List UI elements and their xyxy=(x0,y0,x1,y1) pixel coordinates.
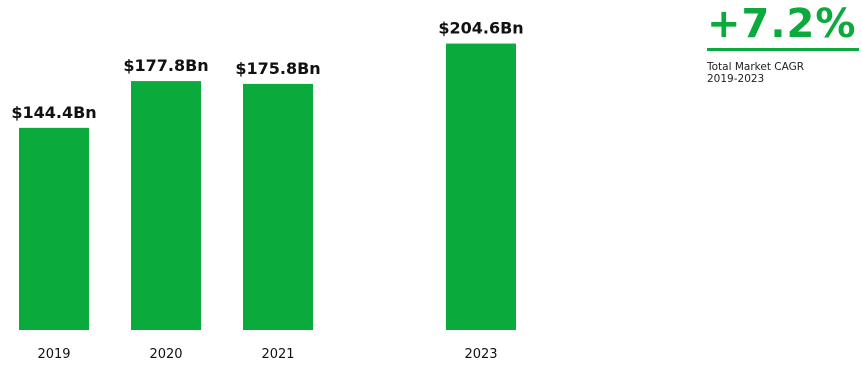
cagr-panel: +7.2% Total Market CAGR 2019-2023 xyxy=(707,1,859,85)
bar-2021 xyxy=(243,83,313,330)
data-label-2021: $175.8Bn xyxy=(235,59,320,78)
bar-2019 xyxy=(19,127,89,330)
bar-2020 xyxy=(131,81,201,330)
cagr-caption-line2: 2019-2023 xyxy=(707,73,765,85)
tick-label-2023: 2023 xyxy=(464,347,497,362)
tick-label-2020: 2020 xyxy=(149,347,182,362)
bar-2023 xyxy=(446,43,516,331)
cagr-caption-line1: Total Market CAGR xyxy=(707,61,805,73)
tick-label-2019: 2019 xyxy=(37,347,70,362)
cagr-caption: Total Market CAGR 2019-2023 xyxy=(707,61,857,85)
cagr-divider xyxy=(707,48,859,51)
cagr-value: +7.2% xyxy=(707,1,857,47)
data-label-2023: $204.6Bn xyxy=(438,19,523,38)
data-label-2020: $177.8Bn xyxy=(123,56,208,75)
tick-label-2021: 2021 xyxy=(261,347,294,362)
data-label-2019: $144.4Bn xyxy=(11,103,96,122)
